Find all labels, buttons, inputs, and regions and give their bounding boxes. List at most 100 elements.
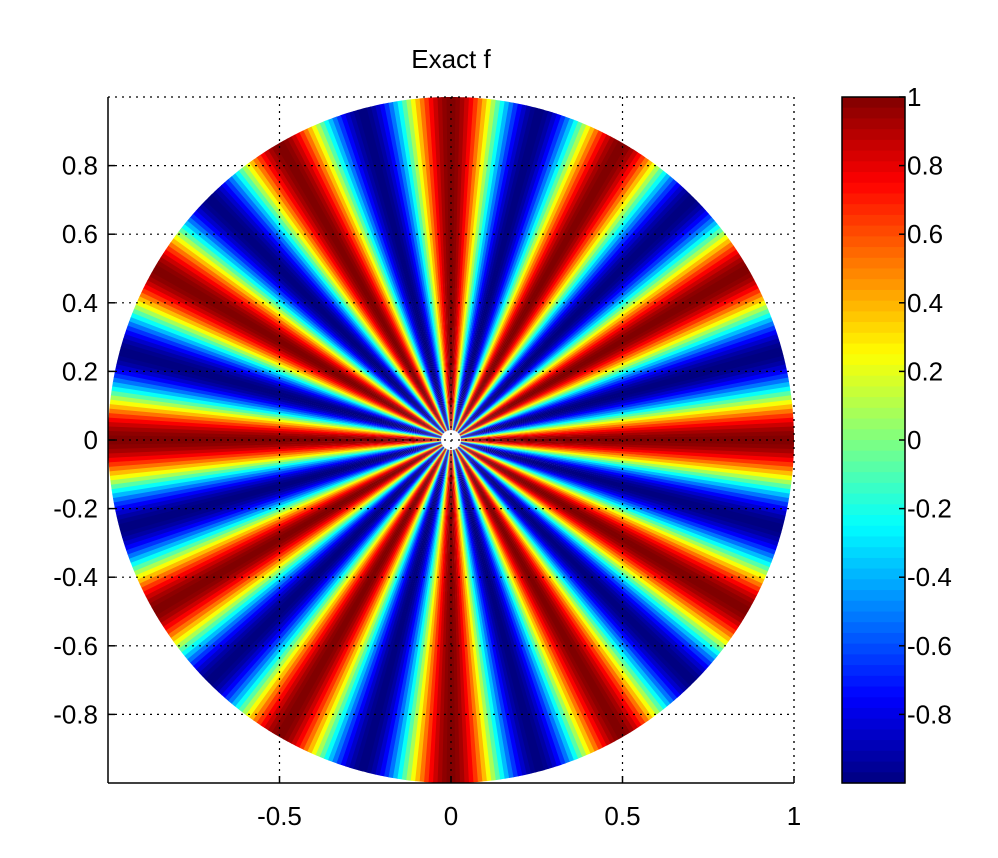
disk-wedge bbox=[271, 440, 451, 736]
disk-wedge bbox=[451, 440, 774, 563]
disk-wedge bbox=[451, 101, 514, 440]
colorbar-band bbox=[842, 718, 905, 731]
disk-wedge bbox=[128, 317, 451, 440]
colorbar-band bbox=[842, 364, 905, 377]
disk-wedge bbox=[451, 440, 732, 642]
disk-wedge bbox=[310, 124, 451, 440]
disk-wedge bbox=[353, 440, 451, 771]
disk-wedge bbox=[451, 440, 787, 516]
colorbar-band bbox=[842, 557, 905, 570]
disk-wedge bbox=[451, 245, 737, 440]
x-tick-label: 0.5 bbox=[604, 801, 640, 831]
colorbar-band bbox=[842, 568, 905, 580]
disk-wedge bbox=[451, 440, 784, 529]
disk-wedge bbox=[199, 440, 451, 677]
disk-wedge bbox=[253, 440, 451, 724]
disk-wedge bbox=[328, 440, 451, 763]
disk-wedge bbox=[451, 138, 619, 441]
disk-wedge bbox=[451, 440, 793, 476]
colorbar-band bbox=[842, 204, 905, 216]
disk-wedge bbox=[451, 440, 724, 653]
disk-wedge bbox=[451, 440, 639, 731]
disk-wedge bbox=[252, 157, 451, 440]
disk-wedge bbox=[451, 303, 768, 440]
disk-wedge bbox=[127, 321, 451, 440]
disk-wedge bbox=[170, 238, 451, 440]
disk-wedge bbox=[153, 264, 452, 440]
disk-wedge bbox=[451, 227, 724, 440]
disk-wedge bbox=[451, 190, 691, 440]
disk-wedge bbox=[231, 173, 451, 440]
disk-wedge bbox=[135, 300, 451, 440]
disk-wedge bbox=[323, 440, 451, 761]
disk-wedge bbox=[451, 440, 650, 723]
disk-wedge bbox=[451, 101, 510, 441]
disk-wedge bbox=[175, 231, 451, 440]
disk-wedge bbox=[111, 386, 451, 440]
y-tick-label: 0.4 bbox=[62, 288, 98, 318]
disk-wedge bbox=[451, 440, 770, 572]
disk-wedge bbox=[295, 440, 451, 748]
disk-wedge bbox=[231, 440, 451, 707]
disk-wedge bbox=[451, 440, 675, 704]
colorbar-band bbox=[842, 729, 905, 741]
disk-wedge bbox=[451, 100, 505, 440]
x-tick-label: 1 bbox=[787, 801, 801, 831]
disk-wedge bbox=[259, 152, 451, 440]
disk-wedge bbox=[287, 440, 451, 744]
disk-wedge bbox=[410, 440, 451, 782]
colorbar-band bbox=[842, 247, 905, 259]
disk-wedge bbox=[451, 241, 734, 440]
disk-wedge bbox=[109, 404, 451, 440]
y-axis-ticks: 0.8 0.6 0.4 0.2 0 -0.2 -0.4 -0.6 -0.8 bbox=[53, 151, 115, 729]
disk-wedge bbox=[260, 440, 451, 729]
colorbar-tick-label: 0 bbox=[907, 425, 921, 455]
disk-wedge bbox=[451, 440, 755, 604]
disk-wedge bbox=[451, 108, 545, 440]
disk-wedge bbox=[451, 440, 707, 673]
colorbar-band bbox=[842, 482, 905, 495]
disk-wedge bbox=[451, 136, 615, 440]
disk-heatmap bbox=[107, 96, 795, 784]
disk-wedge bbox=[451, 440, 792, 485]
disk-wedge bbox=[451, 440, 635, 733]
disk-wedge bbox=[451, 105, 532, 440]
disk-wedge bbox=[170, 440, 451, 643]
disk-wedge bbox=[340, 440, 451, 767]
disk-wedge bbox=[451, 97, 465, 440]
disk-wedge bbox=[451, 440, 785, 525]
colorbar-band bbox=[842, 150, 905, 162]
colorbar-band bbox=[842, 461, 905, 473]
colorbar-band bbox=[842, 129, 905, 141]
disk-wedge bbox=[451, 440, 698, 683]
disk-wedge bbox=[451, 175, 674, 440]
disk-wedge bbox=[303, 440, 451, 752]
disk-wedge bbox=[135, 440, 451, 581]
disk-wedge bbox=[451, 440, 592, 756]
disk-wedge bbox=[275, 440, 451, 738]
disk-wedge bbox=[139, 292, 451, 440]
disk-wedge bbox=[187, 440, 452, 664]
disk-wedge bbox=[451, 440, 596, 754]
disk-wedge bbox=[451, 113, 562, 440]
disk-wedge bbox=[204, 197, 451, 440]
disk-wedge bbox=[451, 178, 678, 441]
disk-wedge bbox=[451, 440, 604, 750]
colorbar-tick-label: 0.8 bbox=[907, 151, 943, 181]
colorbar-band bbox=[842, 622, 905, 634]
disk-wedge bbox=[214, 440, 451, 693]
disk-wedge bbox=[451, 97, 460, 441]
disk-wedge bbox=[451, 440, 790, 503]
disk-wedge bbox=[181, 440, 451, 657]
colorbar-tick-label: 0.2 bbox=[907, 356, 943, 386]
colorbar-band bbox=[842, 182, 905, 195]
disk-wedge bbox=[451, 440, 600, 752]
disk-wedge bbox=[451, 440, 782, 538]
disk-wedge bbox=[433, 440, 451, 783]
disk-wedge bbox=[224, 440, 451, 702]
disk-wedge bbox=[120, 342, 451, 440]
disk-wedge bbox=[451, 440, 757, 600]
disk-wedge bbox=[451, 440, 742, 627]
disk-wedge bbox=[227, 176, 451, 441]
